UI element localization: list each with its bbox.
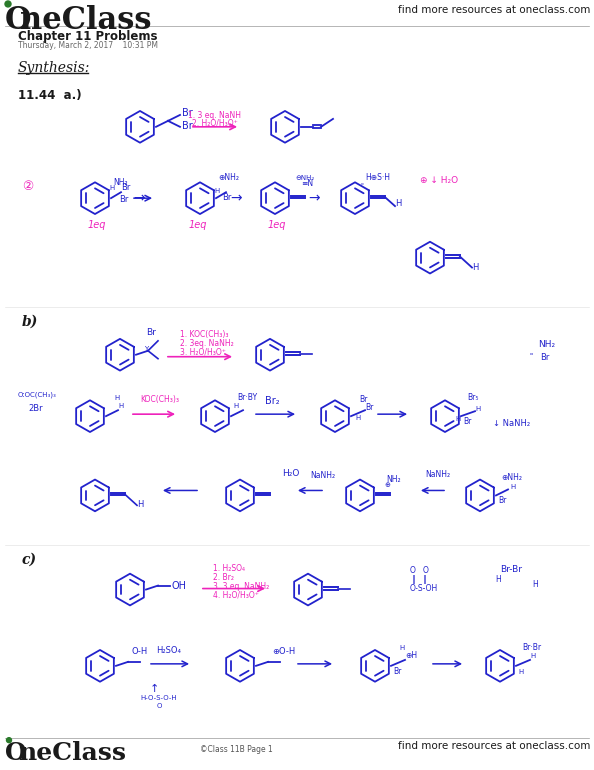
Text: H: H	[399, 645, 405, 651]
Circle shape	[7, 738, 11, 742]
Text: H: H	[510, 484, 515, 490]
Text: O   O: O O	[410, 566, 429, 574]
Text: 3. 3 eq. NaNH₂: 3. 3 eq. NaNH₂	[213, 581, 269, 591]
Text: Br₅: Br₅	[467, 393, 479, 402]
Text: Br: Br	[146, 328, 156, 337]
Text: H: H	[114, 395, 119, 401]
Text: H: H	[455, 416, 460, 422]
Text: 1. KOC(CH₃)₃: 1. KOC(CH₃)₃	[180, 330, 229, 339]
Text: H: H	[495, 574, 501, 584]
Text: find more resources at oneclass.com: find more resources at oneclass.com	[397, 742, 590, 752]
Text: NaNH₂: NaNH₂	[310, 470, 335, 480]
Text: Br·BY: Br·BY	[237, 393, 257, 402]
Text: Br: Br	[540, 353, 549, 362]
Text: ©Class 11B Page 1: ©Class 11B Page 1	[200, 745, 273, 754]
Text: →: →	[133, 191, 144, 205]
Text: Br-Br: Br-Br	[500, 564, 522, 574]
Text: →: →	[308, 191, 320, 205]
Text: ②: ②	[22, 179, 33, 192]
Text: 2. 3eq. NaNH₂: 2. 3eq. NaNH₂	[180, 339, 234, 348]
Text: Br: Br	[222, 193, 232, 203]
Text: Br: Br	[182, 121, 192, 131]
Text: H: H	[530, 653, 535, 659]
Text: Br: Br	[463, 417, 472, 426]
Text: 1eq: 1eq	[88, 220, 106, 230]
Text: Br: Br	[119, 195, 128, 204]
Text: Br: Br	[121, 183, 130, 192]
Text: 11.44  a.): 11.44 a.)	[18, 89, 81, 102]
Text: ᵒ: ᵒ	[530, 350, 533, 360]
Text: find more resources at oneclass.com: find more resources at oneclass.com	[397, 5, 590, 15]
Text: Thursday, March 2, 2017    10:31 PM: Thursday, March 2, 2017 10:31 PM	[18, 41, 158, 49]
Text: O-S-OH: O-S-OH	[410, 584, 438, 593]
Text: OH: OH	[172, 581, 187, 591]
Text: H: H	[233, 403, 238, 409]
Circle shape	[5, 1, 11, 7]
Text: neClass: neClass	[18, 742, 126, 765]
Text: 2. H₂O/H₃O⁺: 2. H₂O/H₃O⁺	[192, 119, 238, 128]
Text: ‖   ‖: ‖ ‖	[412, 574, 427, 584]
Text: neClass: neClass	[20, 5, 151, 36]
Text: Y: Y	[144, 346, 148, 352]
Text: Chapter 11 Problems: Chapter 11 Problems	[18, 30, 157, 42]
Text: 1eq: 1eq	[268, 220, 286, 230]
Text: H₂O: H₂O	[282, 469, 299, 477]
Text: 1. H₂SO₄: 1. H₂SO₄	[213, 564, 245, 573]
Text: NH₂: NH₂	[113, 178, 128, 187]
Text: →: →	[230, 191, 242, 205]
Text: ⊕O-H: ⊕O-H	[272, 647, 295, 656]
Text: ⊕H: ⊕H	[405, 651, 417, 660]
Text: O:OC(CH₃)₃: O:OC(CH₃)₃	[18, 391, 57, 398]
Text: ⊖NH₂: ⊖NH₂	[295, 176, 314, 181]
Text: H: H	[118, 403, 123, 409]
Text: 1eq: 1eq	[189, 220, 207, 230]
Text: H: H	[532, 580, 538, 588]
Text: Br: Br	[498, 497, 506, 505]
Text: H: H	[355, 415, 360, 421]
Text: Br: Br	[359, 395, 367, 404]
Text: O: O	[5, 742, 27, 765]
Text: H: H	[518, 669, 523, 675]
Text: H: H	[472, 263, 478, 272]
Text: H: H	[109, 186, 114, 191]
Text: Br·Br: Br·Br	[522, 643, 541, 652]
Text: Synthesis:: Synthesis:	[18, 62, 90, 75]
Text: O: O	[5, 5, 31, 36]
Text: NH₂: NH₂	[538, 340, 555, 349]
Text: Br: Br	[365, 403, 374, 412]
Text: H: H	[395, 199, 402, 208]
Text: KOC(CH₃)₃: KOC(CH₃)₃	[140, 395, 179, 404]
Text: ⊕ ↓ H₂O: ⊕ ↓ H₂O	[420, 176, 458, 186]
Text: Br: Br	[393, 667, 402, 676]
Text: ↑: ↑	[150, 684, 159, 694]
Text: ⊕NH₂: ⊕NH₂	[501, 473, 522, 481]
Text: H: H	[137, 500, 143, 509]
Text: O-H: O-H	[132, 647, 148, 656]
Text: H-O-S-O-H: H-O-S-O-H	[140, 695, 176, 701]
Text: ᵒ: ᵒ	[361, 183, 364, 189]
Text: H: H	[475, 407, 481, 412]
Text: 4. H₂O/H₃O⁺: 4. H₂O/H₃O⁺	[213, 591, 259, 600]
Text: O: O	[157, 704, 162, 709]
Text: H⊕S·H: H⊕S·H	[365, 173, 390, 182]
Text: Br: Br	[182, 108, 192, 118]
Text: b): b)	[22, 315, 39, 329]
Text: 2Br: 2Br	[28, 404, 43, 413]
Text: H₂SO₄: H₂SO₄	[156, 646, 181, 655]
Text: H: H	[214, 188, 219, 194]
Text: c): c)	[22, 553, 37, 567]
Text: ⊕: ⊕	[384, 483, 390, 488]
Text: NaNH₂: NaNH₂	[425, 470, 450, 479]
Text: NH₂: NH₂	[386, 474, 400, 484]
Text: ↓ NaNH₂: ↓ NaNH₂	[493, 419, 530, 428]
Text: ⊕NH₂: ⊕NH₂	[218, 173, 239, 182]
Text: Br₂: Br₂	[265, 397, 280, 407]
Text: 1. 3 eq. NaNH: 1. 3 eq. NaNH	[188, 111, 242, 120]
Text: 3. H₂O/H₃O⁺: 3. H₂O/H₃O⁺	[180, 348, 226, 357]
Text: 2. Br₂: 2. Br₂	[213, 573, 234, 581]
Text: ≡N: ≡N	[301, 179, 313, 189]
